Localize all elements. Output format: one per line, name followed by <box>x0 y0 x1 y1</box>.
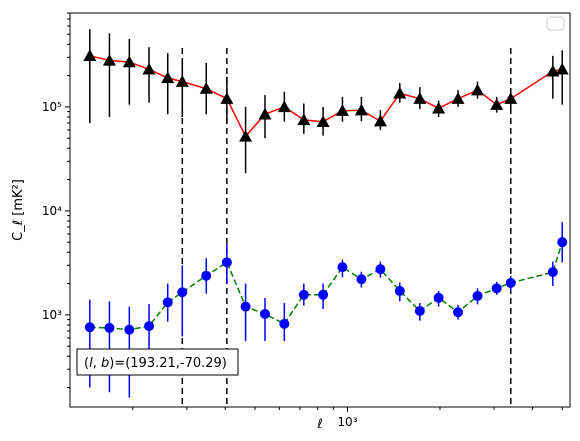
data-point <box>413 92 427 104</box>
y-tick-label: 10⁴ <box>42 204 62 218</box>
data-point <box>354 103 368 116</box>
data-point <box>471 83 485 96</box>
data-point <box>297 113 311 126</box>
data-point <box>279 318 290 329</box>
data-point <box>491 283 502 294</box>
data-point <box>504 92 518 104</box>
legend-box <box>546 16 565 31</box>
x-axis-ticks: 10³ <box>132 407 563 429</box>
data-point <box>124 324 135 335</box>
data-point <box>161 71 175 84</box>
data-point <box>394 285 405 296</box>
data-point <box>393 86 407 99</box>
data-point <box>83 49 97 62</box>
axes-frame <box>69 12 571 408</box>
x-axis-label: ℓ <box>316 417 322 432</box>
x-tick-label: 10³ <box>337 415 357 429</box>
data-point <box>142 62 156 75</box>
data-point <box>122 55 136 68</box>
data-point <box>201 270 212 281</box>
data-point <box>375 264 386 275</box>
data-point <box>84 322 95 333</box>
data-point <box>316 115 330 127</box>
data-point <box>356 274 367 285</box>
data-point <box>102 53 116 66</box>
y-tick-label: 10⁵ <box>42 100 62 114</box>
data-point <box>433 292 444 303</box>
data-point <box>239 129 253 142</box>
data-point <box>104 322 115 333</box>
data-point <box>472 290 483 301</box>
annotation-box: (l, b)=(193.21,-70.29) <box>76 348 239 376</box>
data-point <box>277 100 291 113</box>
annotation-part: )=(193.21,-70.29) <box>109 356 227 371</box>
annotation-frame <box>76 348 239 376</box>
data-point <box>298 289 309 300</box>
data-point <box>546 64 560 77</box>
data-point <box>335 104 349 116</box>
data-point <box>414 305 425 316</box>
y-axis-label: C_ℓ [mK²] <box>11 179 26 241</box>
data-point <box>318 289 329 300</box>
data-point <box>557 237 568 248</box>
series-1 <box>84 222 568 398</box>
data-point <box>373 114 387 127</box>
data-point <box>175 75 189 87</box>
data-point <box>451 92 465 104</box>
data-point <box>555 62 569 75</box>
data-point <box>260 308 271 319</box>
annotation-text: (l, b)=(193.21,-70.29) <box>84 356 227 371</box>
data-point <box>221 257 232 268</box>
data-point <box>240 301 251 312</box>
y-axis-ticks: 10³ 10⁴ 10⁵ <box>42 12 70 389</box>
series-layer <box>83 29 569 398</box>
plot-area <box>83 29 569 407</box>
annotation-part: ( <box>84 356 89 371</box>
data-point <box>505 277 516 288</box>
data-point <box>258 107 272 120</box>
annotation-part: l <box>89 356 93 371</box>
annotation-part: b <box>101 356 109 371</box>
data-point <box>490 98 504 110</box>
data-point <box>220 92 234 104</box>
data-point <box>432 101 446 114</box>
annotation-part: , <box>93 356 101 371</box>
data-point <box>547 267 558 278</box>
data-point <box>177 287 188 298</box>
data-point <box>337 262 348 273</box>
data-point <box>162 297 173 308</box>
series-0 <box>83 29 569 174</box>
data-point <box>199 82 213 94</box>
y-tick-label: 10³ <box>42 308 62 322</box>
data-point <box>144 321 155 332</box>
data-point <box>453 307 464 318</box>
